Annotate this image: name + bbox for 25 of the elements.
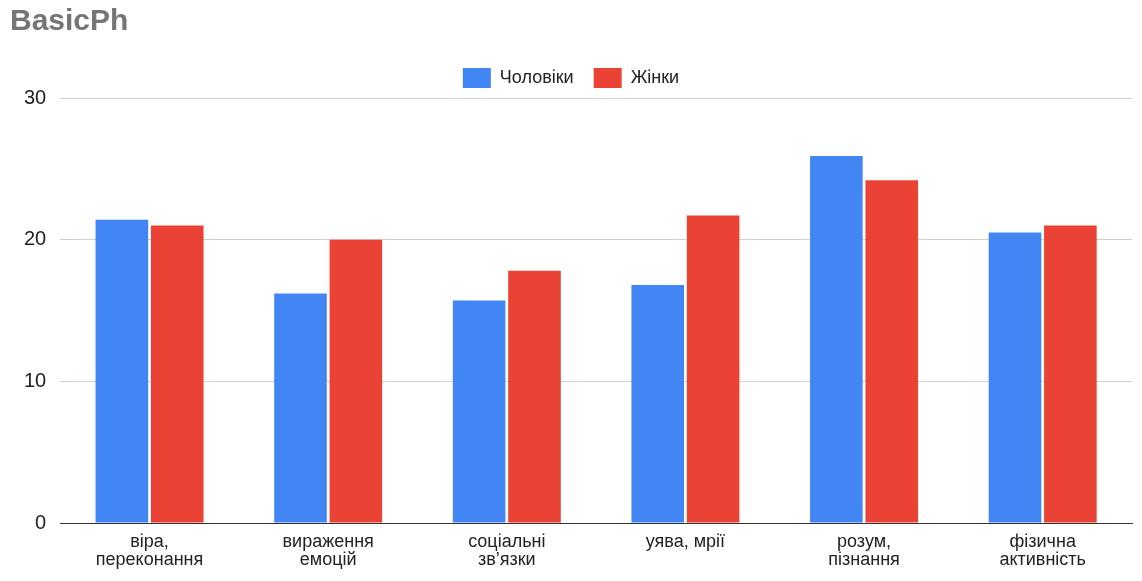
x-tick-label: вираження емоцій <box>282 530 374 569</box>
legend-label: Чоловіки <box>499 66 574 87</box>
x-tick-label: фізична активність <box>999 530 1086 569</box>
bar <box>686 215 740 523</box>
bar <box>329 239 383 523</box>
x-tick-label: соціальні зв’язки <box>468 530 546 569</box>
y-tick-label: 20 <box>24 227 47 250</box>
bar <box>631 285 685 523</box>
x-tick-label: віра, переконання <box>95 530 204 569</box>
bar <box>988 232 1042 523</box>
y-tick-label: 10 <box>24 368 47 391</box>
bar <box>865 180 919 523</box>
y-tick-label: 30 <box>24 85 47 108</box>
bar <box>1044 225 1097 523</box>
bar <box>508 270 561 523</box>
bar <box>95 219 149 523</box>
bar <box>810 156 863 523</box>
bar <box>150 225 204 523</box>
y-tick-label: 0 <box>35 510 47 533</box>
x-tick-label: розум, пізнання <box>828 530 900 569</box>
x-tick-label: уява, мрії <box>645 530 726 551</box>
legend-label: Жінки <box>630 66 680 87</box>
bar <box>452 300 506 523</box>
bar <box>274 293 327 523</box>
chart-title: BasicPh <box>10 3 129 37</box>
